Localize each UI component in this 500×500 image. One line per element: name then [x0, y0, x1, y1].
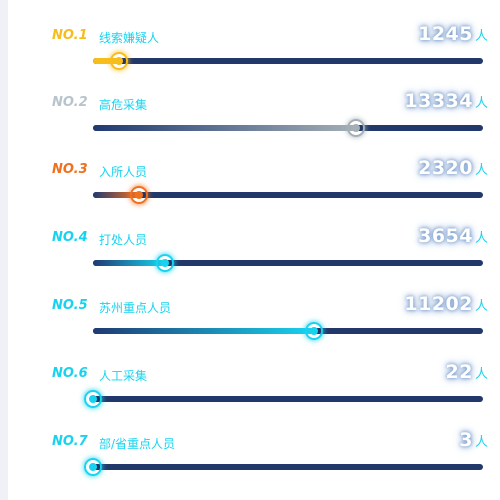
progress-fill — [93, 328, 314, 334]
progress-knob[interactable] — [84, 458, 102, 476]
count-unit: 人 — [474, 367, 488, 382]
count-unit: 人 — [474, 299, 488, 314]
progress-knob[interactable] — [346, 119, 365, 137]
count-value: 13334 人 — [404, 90, 488, 112]
progress-track — [93, 52, 483, 70]
rank-number: NO.3 — [52, 162, 88, 177]
progress-track — [93, 186, 483, 204]
count-number: 3 — [459, 429, 473, 451]
progress-fill — [93, 125, 356, 131]
progress-track — [84, 458, 483, 476]
rank-number: NO.6 — [52, 366, 88, 381]
progress-track — [93, 119, 483, 137]
ranking-row: NO.6 人工采集 22 人 — [0, 361, 500, 432]
progress-knob[interactable] — [84, 390, 103, 408]
category-label: 人工采集 — [99, 369, 148, 383]
ranking-row: NO.5 苏州重点人员 11202 人 — [0, 293, 500, 364]
count-number: 13334 — [404, 90, 473, 112]
progress-knob[interactable] — [156, 254, 175, 272]
ranking-row: NO.1 线索嫌疑人 1245 人 — [0, 23, 500, 94]
category-label: 苏州重点人员 — [99, 301, 172, 315]
count-value: 11202 人 — [404, 293, 488, 315]
count-value: 3654 人 — [418, 225, 488, 247]
progress-track — [84, 390, 483, 408]
count-number: 1245 — [418, 23, 473, 45]
count-number: 2320 — [418, 157, 473, 179]
progress-knob[interactable] — [304, 322, 323, 340]
count-unit: 人 — [474, 29, 488, 44]
category-label: 入所人员 — [99, 165, 148, 179]
ranking-row: NO.2 高危采集 13334 人 — [0, 90, 500, 161]
rank-number: NO.5 — [52, 298, 88, 313]
count-value: 2320 人 — [418, 157, 488, 179]
count-unit: 人 — [474, 163, 488, 178]
count-number: 3654 — [418, 225, 473, 247]
rank-number: NO.7 — [52, 434, 88, 449]
rank-number: NO.4 — [52, 230, 88, 245]
category-label: 高危采集 — [99, 98, 148, 112]
progress-knob[interactable] — [109, 52, 128, 70]
progress-fill — [93, 260, 166, 266]
ranking-row: NO.4 打处人员 3654 人 — [0, 225, 500, 296]
progress-fill — [93, 192, 140, 198]
progress-track — [93, 254, 483, 272]
category-label: 线索嫌疑人 — [99, 31, 160, 45]
progress-knob[interactable] — [130, 186, 149, 204]
count-unit: 人 — [474, 435, 488, 450]
ranking-row: NO.3 入所人员 2320 人 — [0, 157, 500, 228]
progress-track — [93, 322, 483, 340]
progress-fill — [93, 58, 119, 64]
count-unit: 人 — [474, 96, 488, 111]
rank-number: NO.2 — [52, 95, 88, 110]
count-number: 11202 — [404, 293, 473, 315]
left-edge-strip — [0, 0, 8, 500]
category-label: 部/省重点人员 — [99, 437, 176, 451]
rank-number: NO.1 — [52, 28, 88, 43]
count-unit: 人 — [474, 231, 488, 246]
category-label: 打处人员 — [99, 233, 148, 247]
count-value: 1245 人 — [418, 23, 488, 45]
count-value: 22 人 — [446, 361, 488, 383]
count-number: 22 — [445, 361, 473, 383]
